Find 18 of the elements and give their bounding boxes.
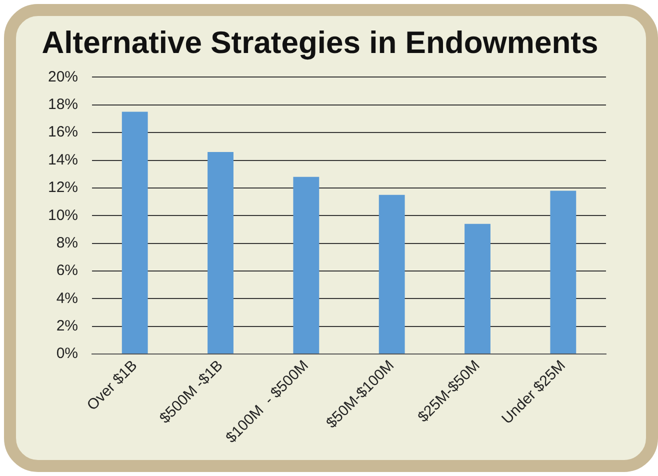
y-tick-label: 18% [48,96,78,114]
y-tick-label: 2% [56,317,78,334]
bar [122,112,148,354]
y-tick-label: 12% [48,179,78,196]
bar [378,194,405,354]
bar [464,224,490,354]
bar [293,176,320,354]
y-tick-label: 10% [48,206,78,224]
y-tick-label: 8% [56,234,78,252]
bar [550,190,576,354]
chart-title: Alternative Strategies in Endowments [42,25,598,60]
y-tick-label: 0% [56,345,78,362]
bar [208,152,234,354]
y-tick-label: 4% [56,290,78,307]
y-tick-label: 20% [48,68,78,86]
y-tick-label: 16% [48,124,78,141]
y-tick-label: 14% [48,151,78,168]
y-tick-label: 6% [56,262,78,280]
